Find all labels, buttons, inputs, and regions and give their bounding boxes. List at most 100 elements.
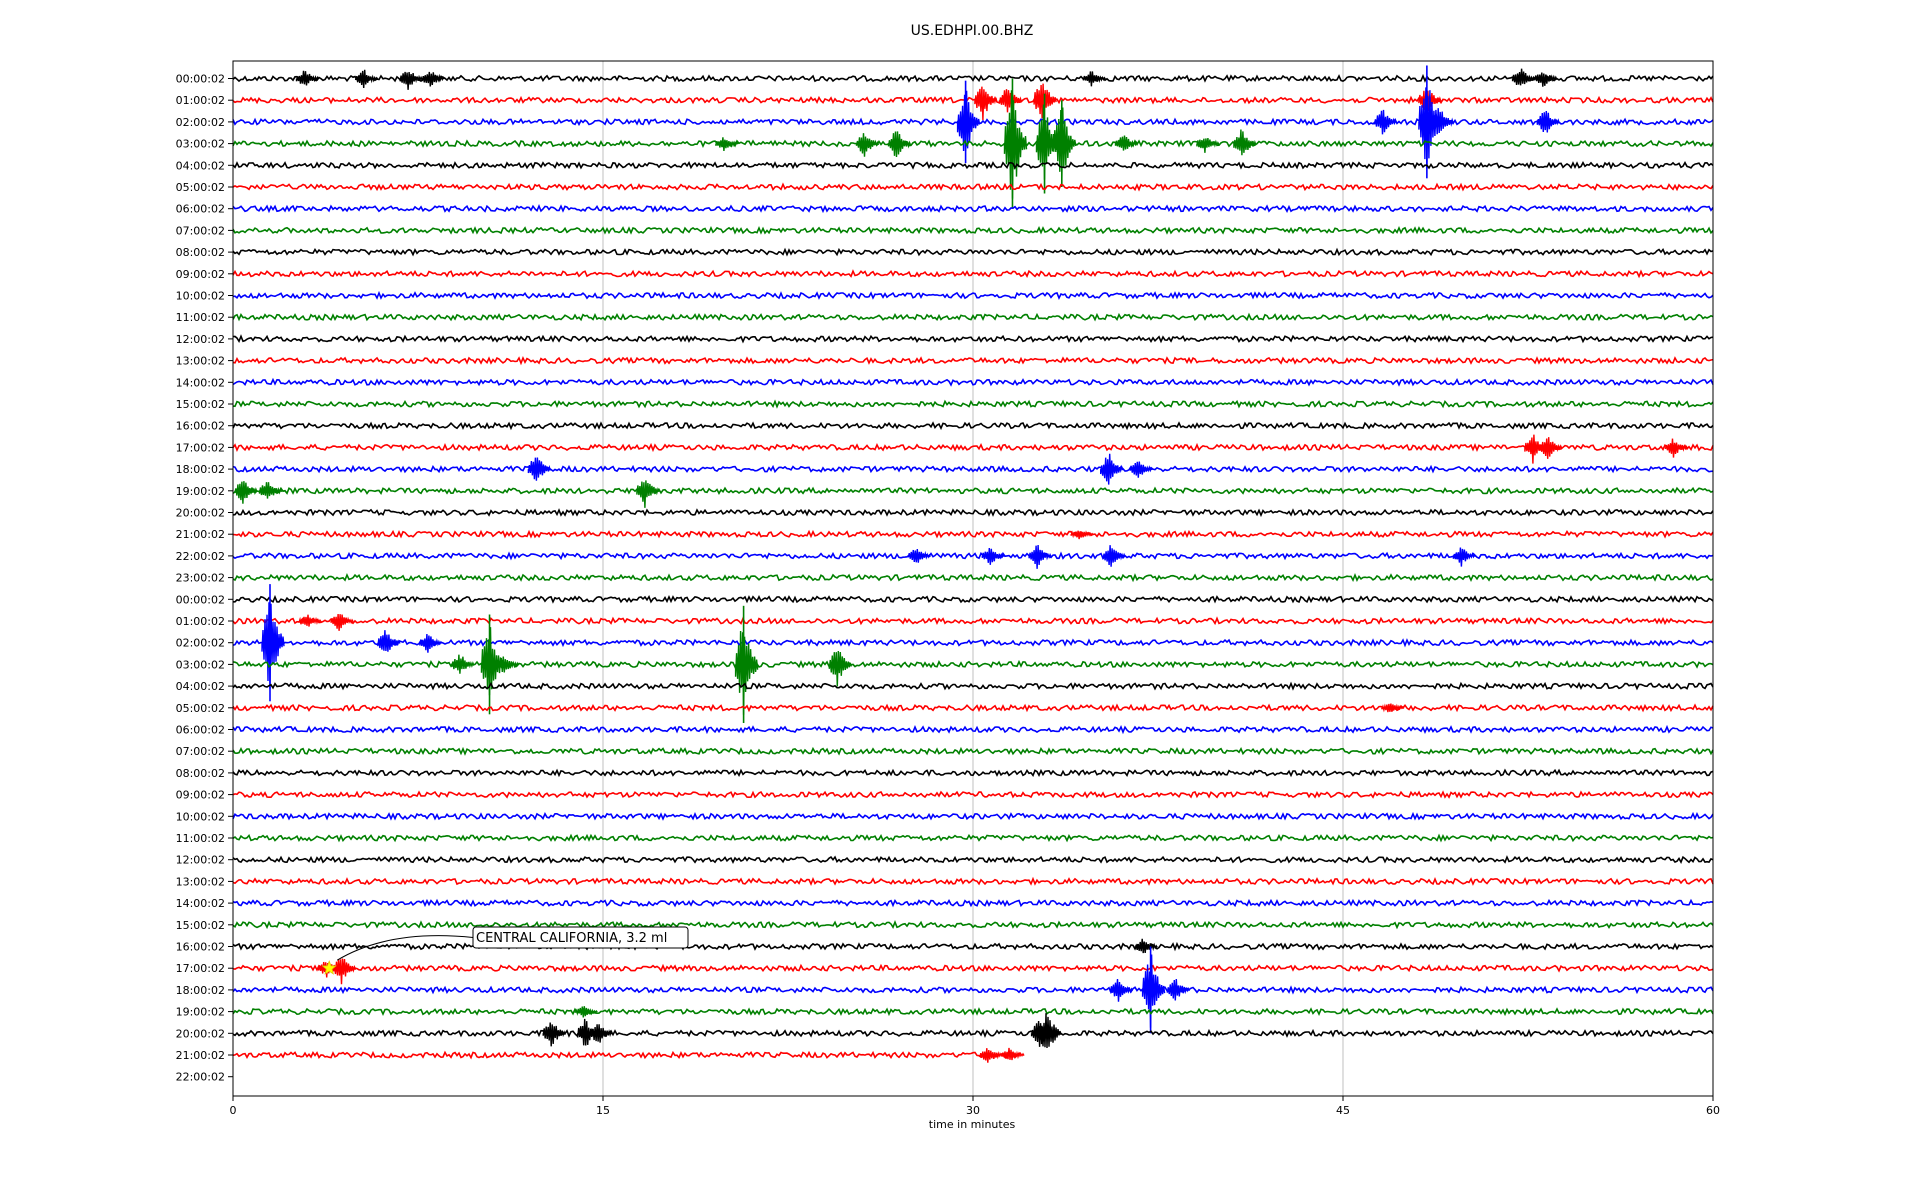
x-tick-label: 60 [1706, 1104, 1720, 1117]
event-spike [855, 133, 880, 157]
event-spike [495, 656, 519, 673]
row-time-label: 05:00:02 [176, 181, 225, 194]
event-spike [1129, 461, 1153, 478]
row-time-label: 14:00:02 [176, 897, 225, 910]
trace-line [232, 290, 1714, 300]
event-spike [887, 131, 912, 158]
event-spike [1109, 978, 1134, 1002]
event-spike [1001, 1047, 1025, 1061]
event-spike [527, 457, 552, 481]
row-time-label: 06:00:02 [176, 203, 225, 216]
event-spike [1134, 938, 1158, 954]
row-time-label: 01:00:02 [176, 615, 225, 628]
row-time-label: 19:00:02 [176, 485, 225, 498]
row-time-label: 19:00:02 [176, 1006, 225, 1019]
trace-line [232, 399, 1714, 409]
row-time-label: 02:00:02 [176, 637, 225, 650]
row-time-label: 21:00:02 [176, 1049, 225, 1062]
event-spike [542, 1022, 566, 1047]
trace-line [232, 73, 1714, 83]
row-time-label: 17:00:02 [176, 441, 225, 454]
row-time-label: 23:00:02 [176, 572, 225, 585]
row-time-label: 10:00:02 [176, 290, 225, 303]
row-time-label: 05:00:02 [176, 702, 225, 715]
event-spike [1053, 107, 1077, 179]
event-spike [998, 89, 1023, 113]
event-spike [355, 69, 379, 89]
event-spike [1539, 437, 1563, 459]
row-time-label: 12:00:02 [176, 854, 225, 867]
event-spike [1082, 71, 1106, 87]
event-spike [974, 86, 998, 121]
row-time-label: 16:00:02 [176, 420, 225, 433]
trace-line [232, 1050, 1022, 1060]
row-time-label: 04:00:02 [176, 680, 225, 693]
trace-line [232, 464, 1714, 474]
event-spike [1100, 453, 1124, 485]
event-spike [734, 630, 759, 715]
row-time-label: 09:00:02 [176, 268, 225, 281]
trace-line [232, 486, 1714, 496]
event-spike [981, 548, 1005, 565]
annotation-arrow [336, 935, 474, 961]
event-spike [1536, 110, 1560, 133]
row-time-label: 18:00:02 [176, 984, 225, 997]
event-spike [1038, 1013, 1062, 1049]
trace-line [232, 508, 1714, 518]
event-spike [1003, 90, 1028, 199]
event-spike [261, 602, 285, 689]
trace-line [232, 355, 1714, 366]
event-spike [419, 633, 443, 653]
row-time-label: 17:00:02 [176, 962, 225, 975]
trace-line [233, 594, 1714, 604]
trace-line [232, 269, 1714, 279]
trace-line [232, 529, 1714, 539]
row-time-label: 09:00:02 [176, 789, 225, 802]
row-time-label: 22:00:02 [176, 550, 225, 563]
event-spike [1233, 129, 1257, 156]
row-time-label: 08:00:02 [176, 246, 225, 259]
event-spike [1028, 544, 1052, 569]
trace-line [232, 616, 1714, 626]
event-spike [377, 630, 401, 652]
event-spike [907, 549, 931, 563]
row-time-label: 14:00:02 [176, 376, 225, 389]
event-spike [636, 480, 660, 508]
event-spike [234, 481, 258, 504]
trace-line [232, 312, 1714, 322]
event-spike [979, 1048, 1003, 1063]
trace-line [232, 790, 1714, 799]
x-tick-label: 45 [1336, 1104, 1350, 1117]
trace-line [232, 963, 1714, 973]
event-star-icon [321, 960, 337, 975]
plot-frame [232, 60, 1714, 1097]
trace-line [232, 204, 1714, 214]
row-time-label: 13:00:02 [176, 875, 225, 888]
trace-line [232, 1028, 1714, 1039]
event-spike [1511, 68, 1536, 86]
row-time-label: 16:00:02 [176, 941, 225, 954]
event-spike [330, 614, 354, 631]
row-time-label: 18:00:02 [176, 463, 225, 476]
trace-line [232, 1007, 1714, 1017]
event-spike [828, 650, 852, 687]
trace-line [232, 855, 1714, 865]
trace-line [232, 681, 1714, 691]
trace-line [232, 334, 1714, 344]
trace-line [232, 247, 1714, 257]
row-time-label: 08:00:02 [176, 767, 225, 780]
event-annotation: CENTRAL CALIFORNIA, 3.2 ml [321, 926, 689, 975]
row-time-label: 12:00:02 [176, 333, 225, 346]
event-spike [1070, 530, 1094, 540]
row-time-label: 01:00:02 [176, 94, 225, 107]
event-spike [1452, 547, 1477, 567]
row-time-label: 20:00:02 [176, 507, 225, 520]
row-time-label: 07:00:02 [176, 745, 225, 758]
x-axis-label: time in minutes [929, 1118, 1016, 1131]
trace-line [232, 659, 1714, 669]
event-spike [1102, 545, 1126, 567]
row-time-label: 15:00:02 [176, 919, 225, 932]
row-time-label: 20:00:02 [176, 1027, 225, 1040]
row-time-label: 15:00:02 [176, 398, 225, 411]
